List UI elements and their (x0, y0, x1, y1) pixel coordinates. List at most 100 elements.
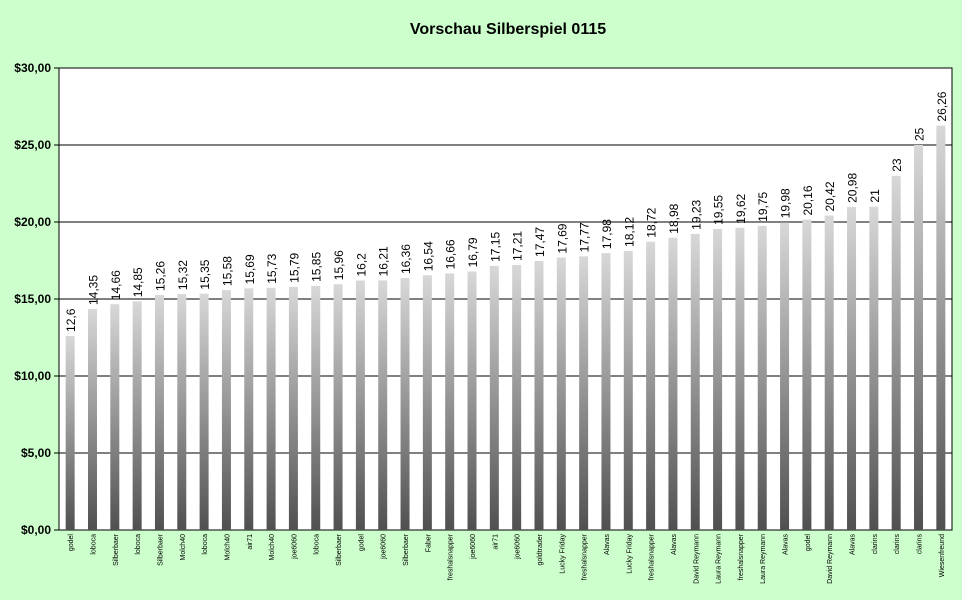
x-tick-label: Alavas (850, 534, 857, 556)
x-tick-label: loboca (135, 534, 142, 555)
bar (266, 287, 276, 530)
y-tick-label: $30,00 (14, 61, 51, 75)
bar (177, 294, 187, 530)
y-tick-label: $15,00 (14, 292, 51, 306)
data-label: 16,21 (377, 246, 391, 276)
x-tick-label: David Reymann (827, 534, 834, 584)
bar (780, 222, 790, 531)
data-label: 15,69 (243, 254, 257, 284)
data-label: 19,75 (756, 191, 770, 221)
bar (199, 293, 209, 530)
bar (378, 280, 388, 530)
data-label: 15,58 (220, 256, 234, 286)
bar (422, 275, 432, 530)
bar (534, 260, 544, 530)
bars (65, 125, 946, 531)
bar (623, 250, 633, 530)
x-tick-label: Silberbaer (336, 533, 343, 566)
data-label: 20,16 (801, 185, 815, 215)
bar (244, 288, 254, 530)
bar (713, 228, 723, 530)
bar (556, 257, 566, 530)
bar (400, 278, 410, 530)
bar (668, 237, 678, 530)
data-label: 16,2 (354, 253, 368, 277)
data-label: 19,55 (712, 195, 726, 225)
x-tick-label: Lucky Friday (559, 534, 566, 574)
x-tick-label: goldtrader (537, 533, 544, 565)
x-tick-label: Alavas (604, 534, 611, 556)
data-label: 15,85 (310, 252, 324, 282)
data-label: 23 (890, 158, 904, 172)
data-label: 21 (868, 189, 882, 203)
x-axis-ticks: godel loboca Silberbaer loboca Silberbaer Mol… (68, 533, 946, 583)
x-tick-label: air71 (492, 534, 499, 550)
x-tick-label: godel (358, 534, 365, 552)
data-label: 14,66 (109, 270, 123, 300)
x-tick-label: freshalsnapper (738, 533, 745, 580)
bar (311, 285, 321, 530)
data-label: 18,98 (667, 203, 681, 233)
bar (65, 335, 75, 530)
data-label: 16,79 (466, 237, 480, 267)
y-tick-label: $20,00 (14, 215, 51, 229)
bar (847, 206, 857, 530)
bar (757, 225, 767, 530)
bar (690, 233, 700, 530)
data-label: 16,36 (399, 244, 413, 274)
bar (824, 215, 834, 531)
data-label: 15,35 (198, 259, 212, 289)
bar (646, 241, 656, 530)
x-tick-label: loboca (90, 534, 97, 555)
x-tick-label: joe6060 (515, 534, 522, 560)
x-tick-label: joe6060 (470, 534, 477, 560)
bar (132, 301, 142, 530)
data-label: 17,98 (600, 219, 614, 249)
data-labels: 12,6 14,35 14,66 14,85 15,26 15,32 15,35 15,58 1… (64, 91, 949, 332)
bar (579, 256, 589, 530)
bar (467, 271, 477, 530)
bar (489, 265, 499, 530)
bar (355, 280, 365, 530)
y-tick-label: $10,00 (14, 369, 51, 383)
x-tick-label: freshalsnapper (448, 533, 455, 580)
x-tick-label: clarins (894, 534, 901, 555)
x-tick-label: Molch40 (180, 534, 187, 561)
x-tick-label: Wiesenfreund (939, 534, 946, 577)
x-tick-label: air71 (247, 534, 254, 550)
bar (154, 294, 164, 530)
x-tick-label: loboca (202, 534, 209, 555)
data-label: 14,85 (131, 267, 145, 297)
x-tick-label: Silberbaer (113, 533, 120, 566)
bar (914, 145, 924, 530)
bar (333, 284, 343, 530)
bar (110, 304, 120, 530)
x-tick-label: David Reymann (693, 534, 700, 584)
x-tick-label: Silberbaer (157, 533, 164, 566)
x-tick-label: Laura Reymann (760, 534, 767, 584)
x-tick-label: Faber (425, 533, 432, 552)
x-tick-label: Molch40 (224, 534, 231, 561)
bar (221, 290, 231, 530)
bar (87, 309, 97, 530)
bar (445, 273, 455, 530)
data-label: 17,69 (555, 223, 569, 253)
data-label: 26,26 (935, 91, 949, 121)
x-tick-label: freshalsnapper (649, 533, 656, 580)
x-tick-label: Silberbaer (403, 533, 410, 566)
data-label: 17,15 (488, 232, 502, 262)
x-tick-label: joe6060 (381, 534, 388, 560)
y-tick-label: $5,00 (21, 446, 51, 460)
data-label: 15,73 (265, 253, 279, 283)
data-label: 16,66 (444, 239, 458, 269)
data-label: 15,26 (153, 261, 167, 291)
x-tick-label: loboca (314, 534, 321, 555)
data-label: 12,6 (64, 308, 78, 332)
data-label: 20,42 (823, 181, 837, 211)
x-tick-label: clarins (917, 534, 924, 555)
data-label: 14,35 (86, 275, 100, 305)
data-label: 25 (913, 127, 927, 141)
bar (936, 125, 946, 530)
bar (288, 286, 298, 530)
